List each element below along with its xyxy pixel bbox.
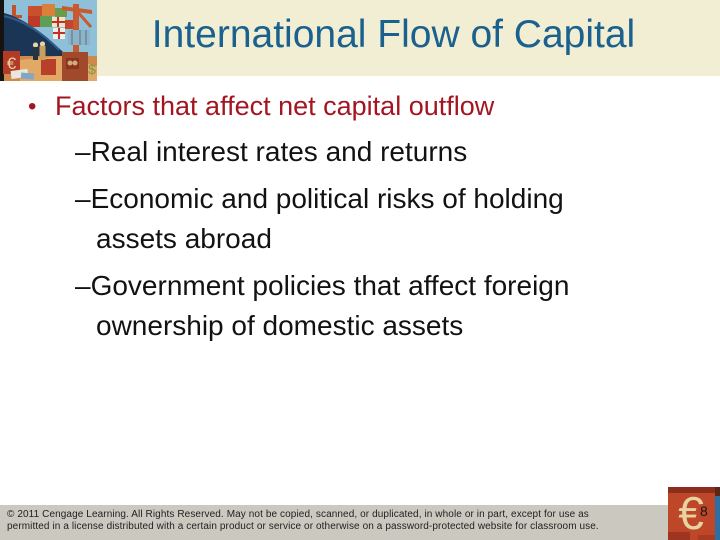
- bullet-level1: • Factors that affect net capital outflo…: [28, 88, 720, 125]
- port-painting-art: € $: [0, 0, 97, 81]
- bullet-level1-text: Factors that affect net capital outflow: [55, 91, 495, 121]
- bullet-level2-text: Economic and political risks of holding …: [90, 183, 564, 254]
- slide-body: • Factors that affect net capital outflo…: [0, 88, 720, 353]
- euro-icon: €: [7, 54, 17, 73]
- dollar-icon: $: [88, 61, 96, 77]
- euro-badge-art: €: [668, 487, 720, 540]
- copyright-line-1: © 2011 Cengage Learning. All Rights Rese…: [7, 509, 589, 520]
- bullet-dot: •: [28, 93, 37, 120]
- bullet-level2-item: –Government policies that affect foreign…: [75, 266, 640, 346]
- copyright-bar: © 2011 Cengage Learning. All Rights Rese…: [0, 505, 668, 540]
- slide-title: International Flow of Capital: [151, 13, 636, 56]
- bullet-level2-text: Government policies that affect foreign …: [90, 270, 570, 341]
- header-band: International Flow of Capital: [0, 0, 720, 76]
- dash-glyph: –: [75, 270, 91, 301]
- dash-glyph: –: [75, 183, 91, 214]
- bullet-level2-text: Real interest rates and returns: [90, 136, 468, 167]
- dash-glyph: –: [75, 136, 91, 167]
- copyright-line-2: permitted in a license distributed with …: [7, 521, 599, 532]
- slide-number: 8: [700, 503, 708, 519]
- slide-number-badge: € 8: [668, 487, 720, 540]
- bullet-level2-list: –Real interest rates and returns –Econom…: [75, 132, 640, 346]
- bullet-level2-item: –Economic and political risks of holding…: [75, 179, 640, 259]
- bullet-level2-item: –Real interest rates and returns: [75, 132, 640, 172]
- port-painting: € $: [0, 0, 97, 81]
- euro-icon: €: [678, 487, 704, 539]
